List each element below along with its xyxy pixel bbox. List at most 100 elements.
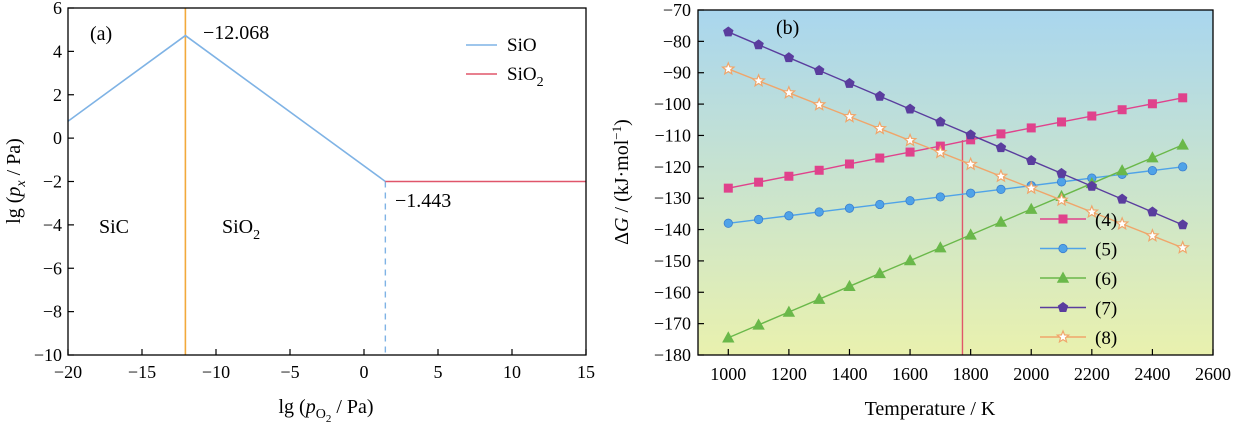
data-point-7 [1147, 206, 1158, 217]
y-tick-label: −90 [663, 63, 691, 83]
series-line-7 [728, 31, 1183, 226]
x-tick-label: 1600 [892, 364, 928, 384]
region-label-sio2: SiO2 [222, 216, 260, 243]
annotation-right-boundary: −1.443 [395, 190, 451, 212]
data-point-4 [814, 165, 824, 175]
x-tick-label: 2200 [1074, 364, 1110, 384]
data-point-5 [723, 218, 733, 228]
legend-marker-4 [1058, 214, 1068, 224]
data-point-5 [875, 199, 885, 210]
legend-label-7: (7) [1095, 299, 1117, 320]
panel-b-frame [697, 9, 1214, 356]
legend-label-5: (5) [1095, 240, 1117, 261]
series-line-sio [67, 34, 386, 183]
x-tick-label: −20 [54, 362, 82, 382]
legend-label-sio2: SiO2 [507, 64, 544, 90]
data-point-5 [905, 196, 915, 206]
x-tick-label: −5 [280, 362, 299, 382]
data-point-8 [1145, 228, 1160, 242]
legend-marker-6 [1056, 271, 1070, 283]
panel-b-legend: (4) (5) (6) (7) (8) [1040, 210, 1117, 349]
data-point-4 [875, 153, 885, 163]
data-point-6 [1115, 164, 1129, 176]
data-point-6 [964, 228, 977, 240]
series-line-6 [728, 144, 1183, 339]
x-tick-label: −15 [128, 362, 156, 382]
data-point-5 [966, 188, 976, 198]
panel-b-label: (b) [776, 17, 799, 39]
data-point-8 [933, 144, 948, 159]
data-point-4 [1026, 123, 1036, 133]
annotation-left-boundary: −12.068 [203, 22, 269, 44]
y-tick-label: −6 [43, 258, 62, 278]
data-point-5 [784, 211, 794, 221]
data-point-6 [843, 279, 856, 292]
data-point-4 [784, 171, 794, 181]
data-point-5 [1147, 165, 1158, 176]
y-tick-label: −2 [43, 172, 62, 192]
data-point-7 [753, 39, 764, 50]
data-point-6 [812, 292, 826, 304]
legend-label-8: (8) [1095, 328, 1117, 349]
legend-label-sio: SiO [507, 35, 537, 56]
x-tick-label: 1200 [771, 364, 807, 384]
data-point-5 [996, 184, 1006, 194]
data-point-6 [1176, 138, 1189, 150]
data-point-4 [996, 129, 1006, 139]
panel-a-plot-area [67, 8, 586, 355]
panel-b-plot-area [721, 26, 1190, 355]
data-point-7 [965, 129, 976, 140]
data-point-6 [994, 215, 1008, 227]
y-tick-label: −160 [654, 282, 691, 302]
data-point-5 [1178, 162, 1188, 172]
data-point-7 [1086, 180, 1098, 191]
y-tick-label: −180 [654, 345, 691, 365]
y-tick-label: −8 [43, 302, 62, 322]
data-point-6 [1146, 151, 1159, 163]
data-point-7 [874, 90, 885, 101]
y-tick-label: 6 [53, 0, 62, 18]
panel-b-background [698, 10, 1213, 355]
panel-b-x-axis-title: Temperature / K [865, 398, 996, 420]
y-tick-label: −130 [654, 188, 691, 208]
data-point-7 [1177, 219, 1188, 230]
legend-marker-5 [1058, 243, 1068, 254]
data-point-4 [1057, 117, 1067, 127]
data-point-6 [903, 254, 917, 266]
x-tick-label: 10 [503, 362, 521, 382]
data-point-8 [1084, 204, 1100, 219]
x-tick-label: 1800 [953, 364, 989, 384]
data-point-7 [783, 52, 795, 63]
data-point-6 [722, 331, 735, 343]
y-tick-label: −100 [654, 94, 691, 114]
data-point-7 [935, 116, 946, 127]
series-line-5 [728, 166, 1183, 224]
series-line-4 [728, 97, 1183, 189]
data-point-4 [905, 147, 915, 157]
panel-a-y-axis-title: lg (px / Pa) [3, 138, 29, 224]
data-point-7 [1026, 155, 1037, 165]
data-point-8 [963, 156, 978, 171]
x-tick-label: 2600 [1195, 364, 1231, 384]
data-point-4 [1147, 99, 1157, 109]
y-tick-label: 4 [53, 41, 62, 61]
data-point-7 [813, 65, 825, 75]
panel-b: 1000 1200 1400 1600 1800 2000 2200 2400 2600 −180… [609, 0, 1231, 420]
x-tick-label: 0 [360, 362, 369, 382]
y-tick-label: −170 [654, 314, 691, 334]
data-point-5 [935, 192, 945, 202]
y-tick-label: −150 [654, 251, 691, 271]
data-point-4 [1117, 105, 1127, 115]
legend-marker-7 [1057, 302, 1069, 312]
data-point-5 [1056, 177, 1067, 187]
y-tick-label: 0 [53, 128, 62, 148]
data-point-5 [844, 203, 855, 213]
y-tick-label: −140 [654, 220, 691, 240]
x-tick-label: 1000 [710, 364, 746, 384]
y-tick-label: −80 [663, 31, 691, 51]
panel-b-ticks: 1000 1200 1400 1600 1800 2000 2200 2400 2600 −180… [654, 0, 1231, 384]
data-point-8 [1114, 216, 1130, 231]
data-point-4 [844, 159, 854, 169]
